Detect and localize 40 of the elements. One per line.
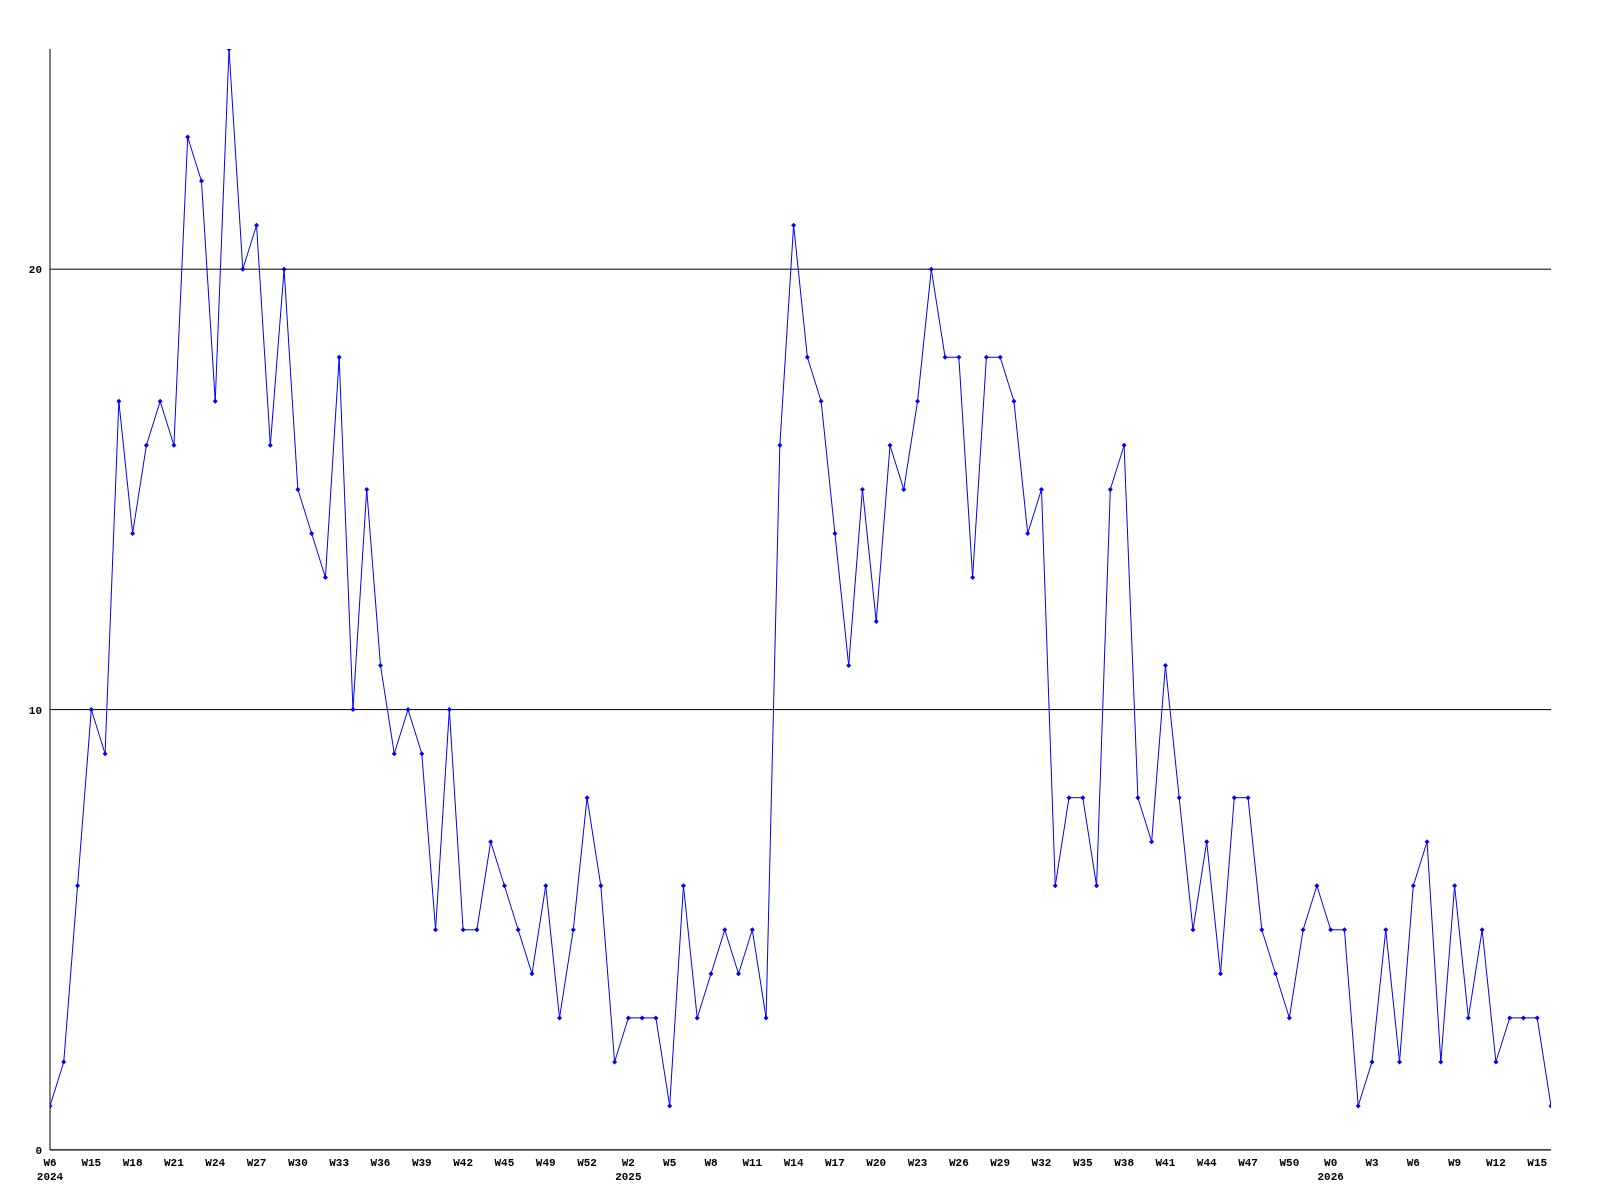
- x-tick-label: W0 2026: [1317, 1157, 1344, 1183]
- x-tick-label: W14: [783, 1157, 804, 1169]
- x-tick-label: W3: [1365, 1157, 1379, 1169]
- x-tick-label: W15: [81, 1157, 102, 1169]
- x-tick-label: W47: [1238, 1157, 1258, 1169]
- x-tick-label: W11: [742, 1157, 763, 1169]
- x-tick-label: W20: [866, 1157, 887, 1169]
- x-tick-label: W27: [246, 1157, 267, 1169]
- x-tick-label: W29: [990, 1157, 1011, 1169]
- x-tick-label: W50: [1279, 1157, 1300, 1169]
- x-tick-label: W15: [1527, 1157, 1548, 1169]
- x-tick-label: W23: [907, 1157, 928, 1169]
- x-tick-label: W2 2025: [615, 1157, 642, 1183]
- x-tick-label: W49: [535, 1157, 556, 1169]
- y-tick-label: 10: [28, 704, 42, 717]
- x-tick-label: W45: [494, 1157, 515, 1169]
- x-tick-label: W26: [948, 1157, 969, 1169]
- x-tick-label: W52: [577, 1157, 597, 1169]
- x-tick-label: W44: [1196, 1157, 1218, 1169]
- x-tick-label: W5: [663, 1157, 677, 1169]
- x-tick-label: W36: [370, 1157, 391, 1169]
- x-tick-label: W38: [1114, 1157, 1135, 1169]
- x-tick-label: W41: [1155, 1157, 1176, 1169]
- x-tick-label: W33: [329, 1157, 350, 1169]
- x-tick-label: W21: [164, 1157, 185, 1169]
- y-tick-label: 20: [28, 264, 42, 277]
- x-tick-label: W9: [1448, 1157, 1462, 1169]
- x-tick-label: W6 2024: [36, 1157, 64, 1183]
- x-tick-label: W24: [205, 1157, 226, 1169]
- x-tick-label: W42: [453, 1157, 474, 1169]
- x-tick-label: W39: [411, 1157, 432, 1169]
- x-tick-label: W6: [1406, 1157, 1420, 1169]
- x-tick-label: W12: [1486, 1157, 1506, 1169]
- x-tick-label: W30: [287, 1157, 308, 1169]
- x-tick-label: W18: [122, 1157, 143, 1169]
- x-tick-label: W32: [1031, 1157, 1052, 1169]
- x-tick-label: W17: [825, 1157, 845, 1169]
- x-tick-label: W35: [1072, 1157, 1094, 1169]
- x-tick-label: W8: [704, 1157, 718, 1169]
- y-tick-label: 0: [35, 1144, 42, 1157]
